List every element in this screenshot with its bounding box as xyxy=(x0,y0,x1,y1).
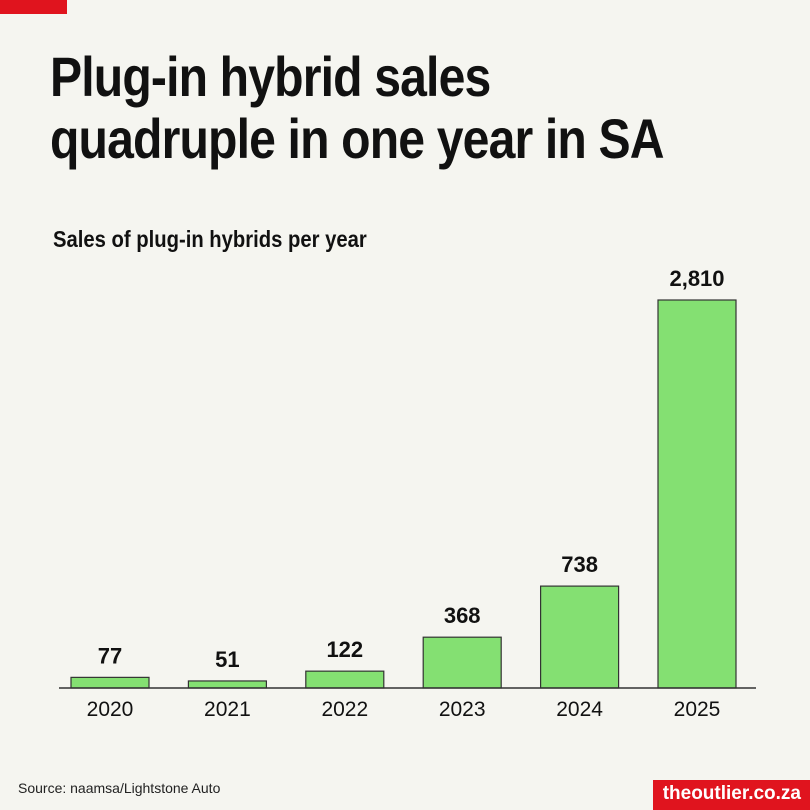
x-tick-label-2025: 2025 xyxy=(674,698,721,721)
title-line-1: Plug-in hybrid sales xyxy=(50,45,491,108)
title-line-2: quadruple in one year in SA xyxy=(50,107,665,170)
logo[interactable]: theoutlier.co.za xyxy=(652,780,810,810)
bar-2021 xyxy=(187,680,267,689)
bar-2025 xyxy=(657,299,737,689)
bar-2020 xyxy=(70,676,150,689)
x-tick-label-2022: 2022 xyxy=(321,698,368,721)
data-label-2020: 77 xyxy=(98,643,122,668)
chart-title: Sales of plug-in hybrids per year xyxy=(53,226,367,252)
bar-2024 xyxy=(539,585,620,689)
bar-2022 xyxy=(305,670,385,689)
data-label-2023: 368 xyxy=(444,603,481,628)
source-note: Source: naamsa/Lightstone Auto xyxy=(18,780,221,796)
accent-bar xyxy=(0,0,67,14)
x-tick-label-2023: 2023 xyxy=(439,698,486,721)
bar-2023 xyxy=(422,636,502,689)
data-label-2021: 51 xyxy=(215,647,239,672)
page-title: Plug-in hybrid sales quadruple in one ye… xyxy=(50,45,665,170)
x-tick-label-2021: 2021 xyxy=(204,698,251,721)
x-tick-label-2024: 2024 xyxy=(556,698,603,721)
data-label-2022: 122 xyxy=(326,637,363,662)
data-label-2025: 2,810 xyxy=(669,266,724,291)
x-tick-label-2020: 2020 xyxy=(87,698,134,721)
data-label-2024: 738 xyxy=(561,552,598,577)
